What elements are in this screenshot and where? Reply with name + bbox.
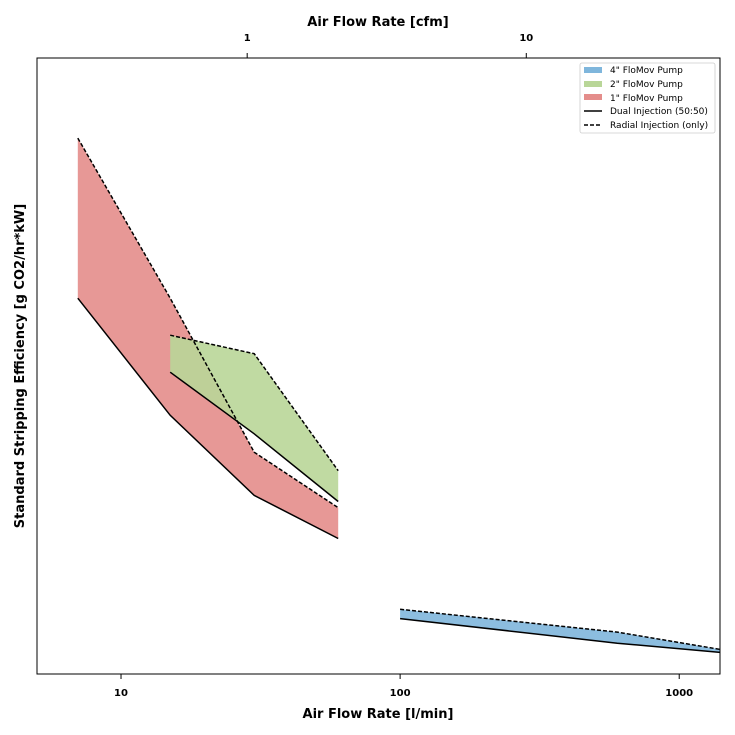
dual-line-2in	[169, 371, 339, 503]
band-2in	[170, 335, 339, 502]
legend-label-dual: Dual Injection (50:50)	[610, 107, 708, 117]
plot-area	[77, 137, 721, 654]
x-axis-title: Air Flow Rate [l/min]	[303, 707, 454, 722]
x2-tick-label-10: 10	[519, 33, 533, 44]
x-tick-label-10: 10	[114, 688, 128, 699]
radial-line-1in	[77, 137, 339, 509]
x2-axis-title: Air Flow Rate [cfm]	[307, 15, 448, 30]
x-tick-label-1000: 1000	[665, 688, 693, 699]
x2-tick-label-1: 1	[244, 33, 251, 44]
legend-label-1in: 1" FloMov Pump	[610, 94, 683, 104]
legend-swatch-2in	[584, 81, 602, 87]
radial-line-2in	[170, 334, 339, 472]
legend-label-radial: Radial Injection (only)	[610, 121, 708, 131]
x-tick-label-100: 100	[390, 688, 411, 699]
band-4in	[400, 609, 720, 653]
radial-line-4in	[400, 608, 721, 651]
band-1in	[77, 138, 339, 539]
y-axis-title: Standard Stripping Efficiency [g CO2/hr*…	[13, 204, 28, 528]
axes: 10 100 1000 1 10	[114, 33, 693, 699]
legend-swatch-4in	[584, 67, 602, 73]
legend: 4" FloMov Pump 2" FloMov Pump 1" FloMov …	[579, 62, 716, 134]
legend-label-4in: 4" FloMov Pump	[610, 66, 683, 76]
plot-frame	[36, 57, 721, 675]
legend-label-2in: 2" FloMov Pump	[610, 80, 683, 90]
dual-line-4in	[400, 617, 721, 654]
legend-box	[579, 62, 716, 134]
dual-line-1in	[77, 297, 339, 540]
legend-swatch-1in	[584, 94, 602, 100]
